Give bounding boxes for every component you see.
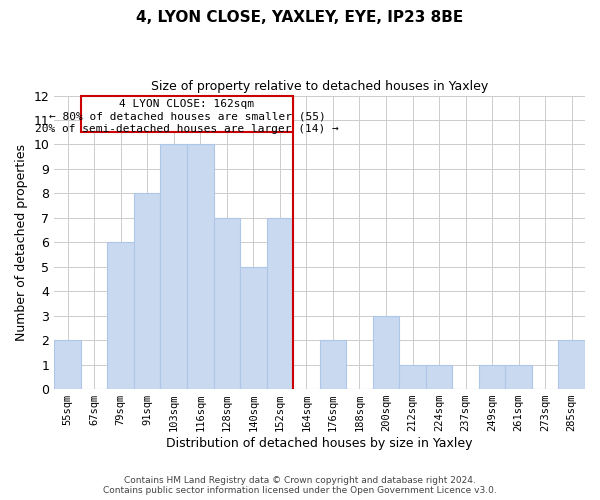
Bar: [187, 144, 214, 389]
Title: Size of property relative to detached houses in Yaxley: Size of property relative to detached ho…: [151, 80, 488, 93]
Bar: [505, 364, 532, 389]
Bar: [54, 340, 81, 389]
X-axis label: Distribution of detached houses by size in Yaxley: Distribution of detached houses by size …: [166, 437, 473, 450]
Bar: [320, 340, 346, 389]
Bar: [373, 316, 399, 389]
Text: ← 80% of detached houses are smaller (55): ← 80% of detached houses are smaller (55…: [49, 112, 325, 122]
Text: 20% of semi-detached houses are larger (14) →: 20% of semi-detached houses are larger (…: [35, 124, 339, 134]
Bar: [240, 267, 266, 389]
Text: Contains HM Land Registry data © Crown copyright and database right 2024.
Contai: Contains HM Land Registry data © Crown c…: [103, 476, 497, 495]
Y-axis label: Number of detached properties: Number of detached properties: [15, 144, 28, 341]
Bar: [426, 364, 452, 389]
Text: 4 LYON CLOSE: 162sqm: 4 LYON CLOSE: 162sqm: [119, 99, 254, 109]
Bar: [479, 364, 505, 389]
Bar: [214, 218, 240, 389]
Bar: [559, 340, 585, 389]
Bar: [266, 218, 293, 389]
FancyBboxPatch shape: [81, 96, 293, 132]
Bar: [107, 242, 134, 389]
Text: 4, LYON CLOSE, YAXLEY, EYE, IP23 8BE: 4, LYON CLOSE, YAXLEY, EYE, IP23 8BE: [136, 10, 464, 25]
Bar: [134, 194, 160, 389]
Bar: [399, 364, 426, 389]
Bar: [160, 144, 187, 389]
